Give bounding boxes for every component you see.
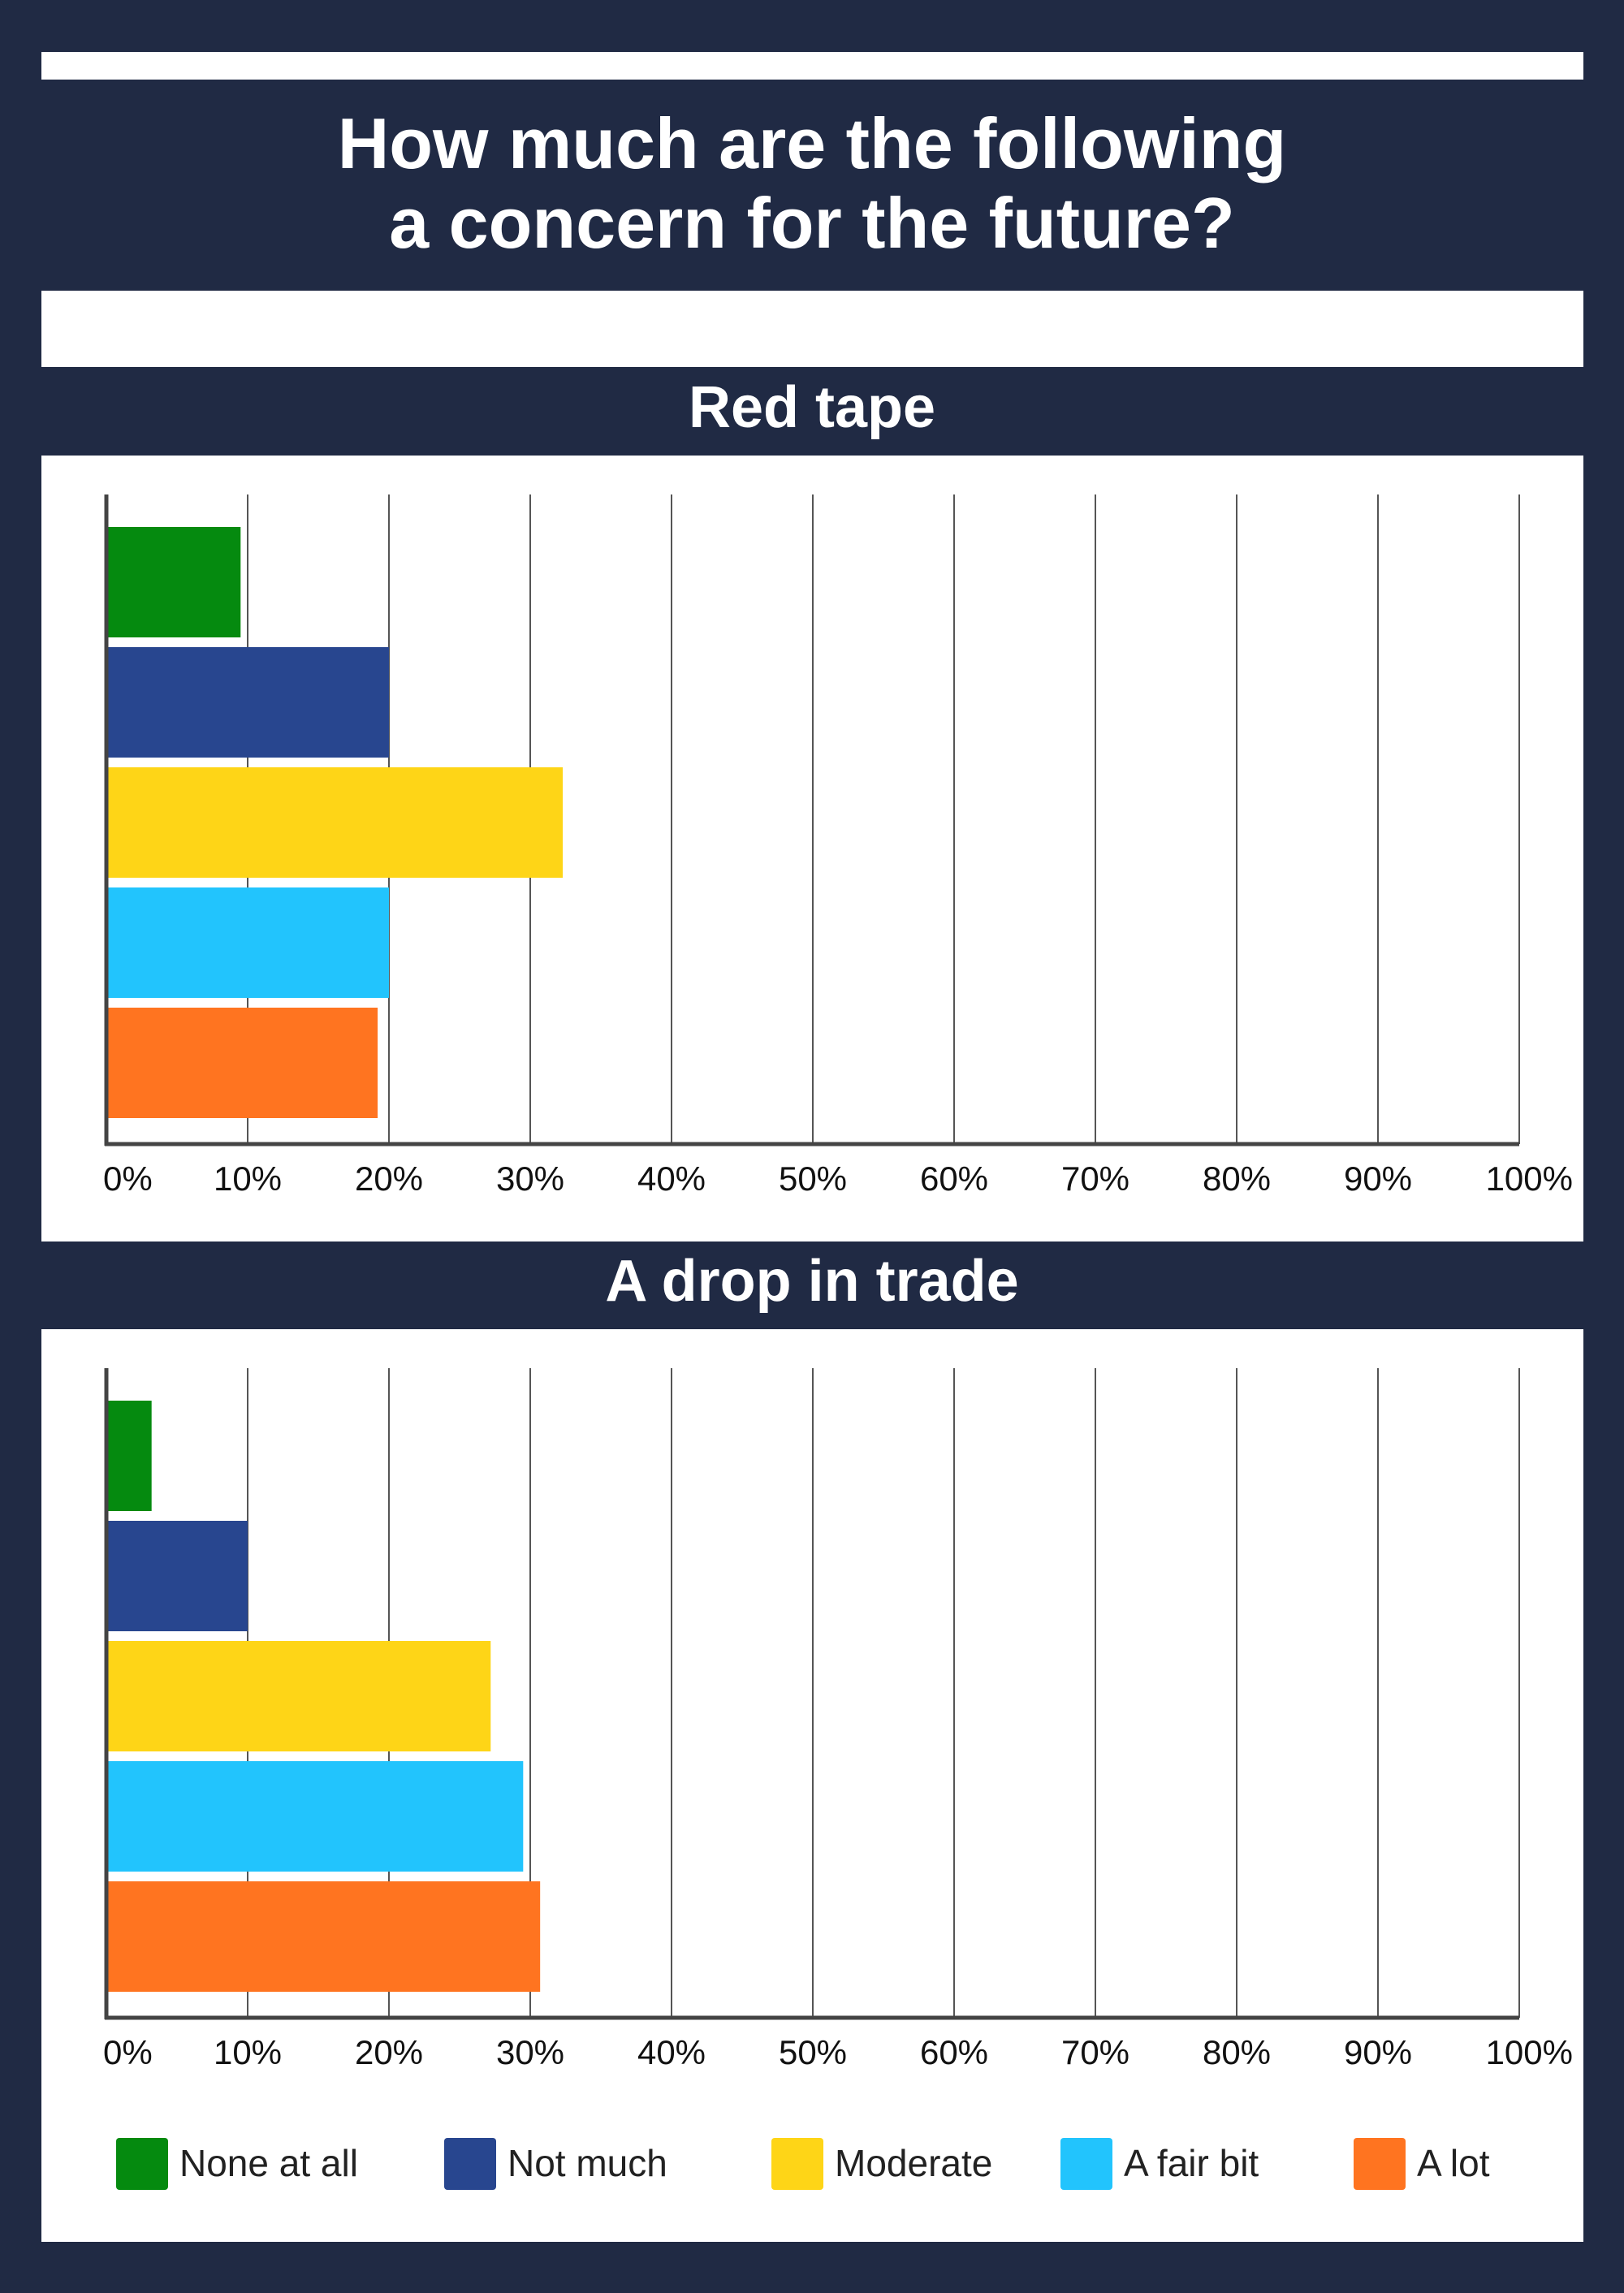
x-tick-label: 0%: [103, 2033, 153, 2071]
x-tick-label: 30%: [496, 2033, 564, 2071]
bar-moderate: [106, 767, 564, 878]
x-tick-label: 30%: [496, 1159, 564, 1198]
x-tick-label: 100%: [1486, 2033, 1573, 2071]
legend-swatch: [1060, 2138, 1112, 2190]
x-tick-label: 50%: [779, 2033, 847, 2071]
legend-item-none-at-all: None at all: [116, 2138, 358, 2190]
bar-a-lot: [106, 1008, 378, 1118]
bar-chart-red-tape: 0% 10% 20% 30% 40% 50% 60% 70% 80% 90% 100%: [103, 494, 1573, 1198]
x-tick-label: 50%: [779, 1159, 847, 1198]
x-tick-label: 60%: [920, 1159, 988, 1198]
legend-item-not-much: Not much: [444, 2138, 667, 2190]
x-tick-label: 20%: [355, 1159, 423, 1198]
x-tick-label: 10%: [214, 1159, 282, 1198]
x-tick-label: 60%: [920, 2033, 988, 2071]
x-tick-label: 90%: [1344, 2033, 1412, 2071]
legend-label: A fair bit: [1124, 2142, 1259, 2184]
bar-moderate: [106, 1641, 491, 1751]
legend-swatch: [116, 2138, 168, 2190]
chart-title-drop-in-trade: A drop in trade: [605, 1249, 1019, 1314]
bar-a-fair-bit: [106, 887, 389, 998]
bar-a-lot: [106, 1881, 541, 1992]
x-tick-label: 100%: [1486, 1159, 1573, 1198]
legend-swatch: [1354, 2138, 1406, 2190]
top-banner-strip: [41, 52, 1583, 80]
bar-not-much: [106, 1521, 248, 1631]
legend-label: Not much: [508, 2142, 667, 2184]
page-title: How much are the following a concern for…: [337, 103, 1287, 263]
bar-none-at-all: [106, 1401, 152, 1511]
legend-label: A lot: [1417, 2142, 1490, 2184]
x-tick-label: 70%: [1061, 2033, 1129, 2071]
x-tick-label: 80%: [1203, 2033, 1271, 2071]
bar-none-at-all: [106, 527, 241, 637]
legend-item-a-fair-bit: A fair bit: [1060, 2138, 1259, 2190]
bar-a-fair-bit: [106, 1761, 524, 1872]
chart-panel-drop-in-trade: 0% 10% 20% 30% 40% 50% 60% 70% 80% 90% 100% None at…: [41, 1329, 1583, 2242]
chart-panel-red-tape: 0% 10% 20% 30% 40% 50% 60% 70% 80% 90% 100%: [41, 456, 1583, 1242]
x-tick-label: 20%: [355, 2033, 423, 2071]
x-tick-label: 70%: [1061, 1159, 1129, 1198]
x-tick-label: 90%: [1344, 1159, 1412, 1198]
x-tick-label: 0%: [103, 1159, 153, 1198]
bar-chart-drop-in-trade: 0% 10% 20% 30% 40% 50% 60% 70% 80% 90% 100% None at…: [103, 1368, 1573, 2190]
x-tick-label: 40%: [637, 1159, 706, 1198]
legend-swatch: [771, 2138, 823, 2190]
x-tick-label: 10%: [214, 2033, 282, 2071]
legend-swatch: [444, 2138, 496, 2190]
legend-item-a-lot: A lot: [1354, 2138, 1490, 2190]
x-tick-label: 80%: [1203, 1159, 1271, 1198]
x-tick-label: 40%: [637, 2033, 706, 2071]
legend-label: None at all: [179, 2142, 358, 2184]
legend-item-moderate: Moderate: [771, 2138, 992, 2190]
legend-label: Moderate: [835, 2142, 992, 2184]
bar-not-much: [106, 647, 389, 758]
title-divider-strip: [41, 291, 1583, 367]
chart-title-red-tape: Red tape: [688, 375, 936, 440]
